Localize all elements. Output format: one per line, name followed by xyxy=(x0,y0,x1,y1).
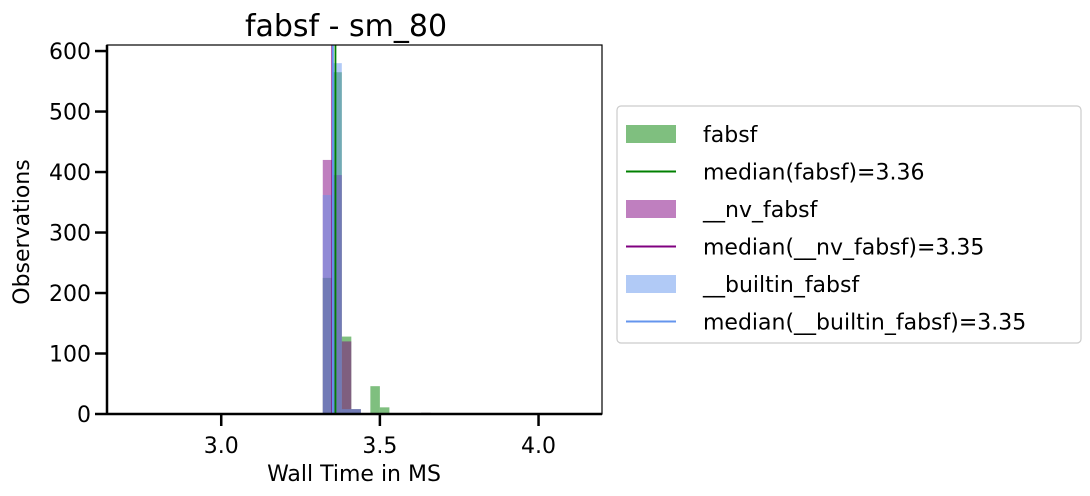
plot-area xyxy=(322,45,431,414)
legend-label: median(__nv_fabsf)=3.35 xyxy=(703,236,984,261)
bar-builtinfabsf-0 xyxy=(322,195,333,414)
y-tick-label: 100 xyxy=(49,343,91,368)
axes: 0 100 200 300 400 500 600 3.0 3.5 4.0 xyxy=(49,40,603,459)
bar-nvfabsf-2 xyxy=(341,341,352,414)
y-tick-label: 500 xyxy=(49,101,91,126)
x-tick-label: 3.5 xyxy=(362,434,397,459)
y-tick-label: 200 xyxy=(49,282,91,307)
x-tick-label: 4.0 xyxy=(521,434,556,459)
y-tick-label: 0 xyxy=(77,403,91,428)
legend-swatch-builtinfabsf xyxy=(626,275,676,293)
legend-label: __builtin_fabsf xyxy=(702,273,860,298)
legend-label: fabsf xyxy=(703,123,759,148)
plot-frame xyxy=(106,44,603,415)
y-tick-label: 300 xyxy=(49,222,91,247)
legend-swatch-fabsf xyxy=(626,125,676,143)
legend-swatch-nvfabsf xyxy=(626,200,676,218)
legend-label: __nv_fabsf xyxy=(702,198,819,223)
bar-builtinfabsf-2 xyxy=(341,409,352,414)
legend-label: median(__builtin_fabsf)=3.35 xyxy=(703,311,1026,336)
bar-fabsf-4 xyxy=(370,386,380,414)
bar-builtinfabsf-1 xyxy=(332,63,342,414)
x-axis-label: Wall Time in MS xyxy=(267,462,441,487)
y-tick-label: 400 xyxy=(49,161,91,186)
legend-label: median(fabsf)=3.36 xyxy=(703,161,924,186)
x-tick-label: 3.0 xyxy=(204,434,239,459)
legend: fabsf median(fabsf)=3.36 __nv_fabsf median(… xyxy=(616,105,1082,344)
bar-fabsf-5 xyxy=(379,407,390,414)
y-tick-label: 600 xyxy=(49,40,91,65)
histogram-bars xyxy=(322,45,431,414)
bar-builtinfabsf-3 xyxy=(351,409,361,414)
y-axis-label: Observations xyxy=(10,159,35,304)
chart-title: fabsf - sm_80 xyxy=(245,9,447,44)
legend-frame xyxy=(616,105,1082,344)
